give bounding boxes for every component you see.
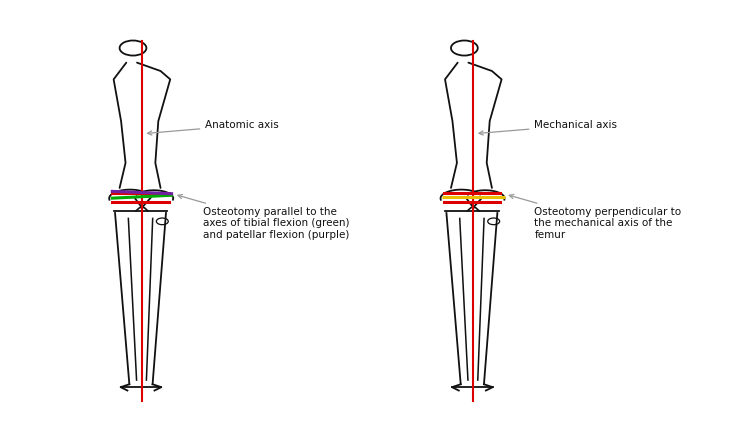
Text: Mechanical axis: Mechanical axis: [479, 120, 617, 135]
Text: Anatomic axis: Anatomic axis: [148, 120, 279, 135]
Text: Osteotomy parallel to the
axes of tibial flexion (green)
and patellar flexion (p: Osteotomy parallel to the axes of tibial…: [178, 195, 349, 240]
Text: Osteotomy perpendicular to
the mechanical axis of the
femur: Osteotomy perpendicular to the mechanica…: [509, 195, 681, 240]
